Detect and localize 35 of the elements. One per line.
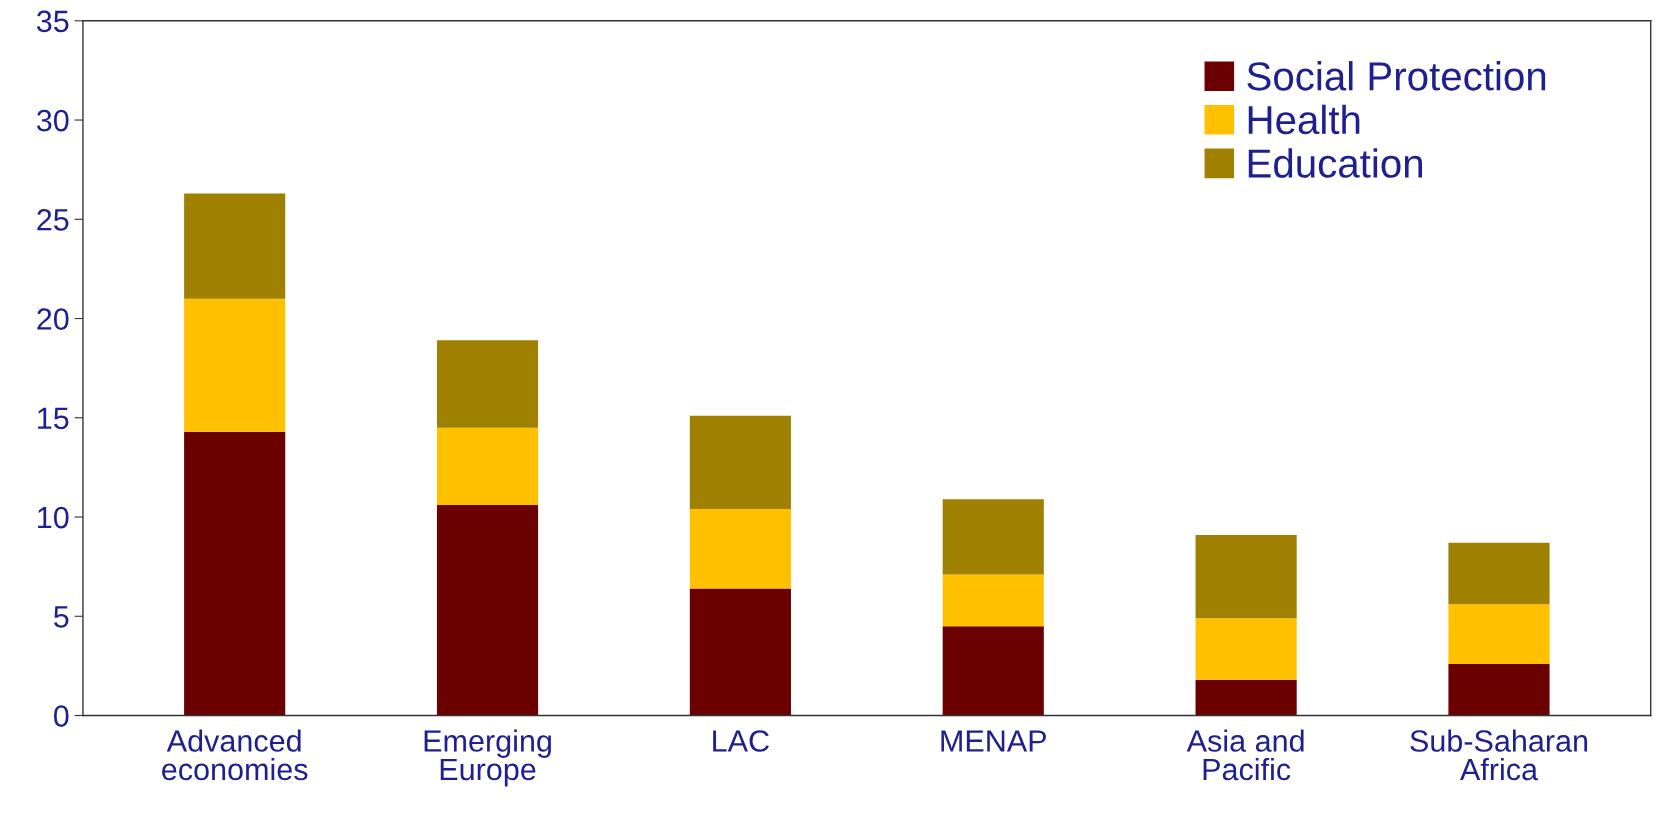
legend-label: Education — [1248, 148, 1423, 178]
x-tick-label: Sub-Saharan Africa — [1410, 729, 1588, 781]
bar — [942, 499, 1044, 575]
bar — [436, 427, 539, 506]
bar — [184, 193, 286, 299]
bar — [1448, 542, 1550, 605]
y-tick-label: 10 — [38, 506, 69, 529]
x-tick-label: MENAP — [941, 730, 1046, 752]
y-tick-label: 30 — [36, 109, 69, 132]
bar — [184, 431, 286, 716]
y-tick-label: 15 — [38, 407, 69, 430]
x-tick-label: LAC — [713, 730, 769, 752]
bar — [184, 298, 286, 432]
bar — [942, 574, 1044, 627]
bar — [1448, 604, 1550, 664]
y-tick-label: 5 — [53, 606, 69, 628]
y-tick-label: 20 — [37, 308, 69, 330]
y-tick-label: 0 — [53, 705, 69, 727]
legend-label: Health — [1248, 104, 1360, 135]
bar — [689, 415, 791, 510]
x-tick-label: Asia and Pacific — [1186, 729, 1304, 781]
bar — [436, 505, 539, 716]
bar — [689, 509, 791, 589]
bar — [436, 340, 539, 428]
bar — [1195, 618, 1297, 680]
bar — [689, 588, 791, 716]
x-tick-label: Emerging Europe — [424, 729, 551, 787]
bar — [1195, 679, 1297, 716]
legend-label: Social Protection — [1247, 61, 1546, 91]
y-tick-label: 35 — [36, 10, 69, 33]
bar — [942, 626, 1044, 716]
bar — [1448, 663, 1550, 716]
x-tick-label: Advanced economies — [162, 729, 308, 781]
bar — [1195, 534, 1297, 619]
y-tick-label: 25 — [37, 209, 69, 231]
